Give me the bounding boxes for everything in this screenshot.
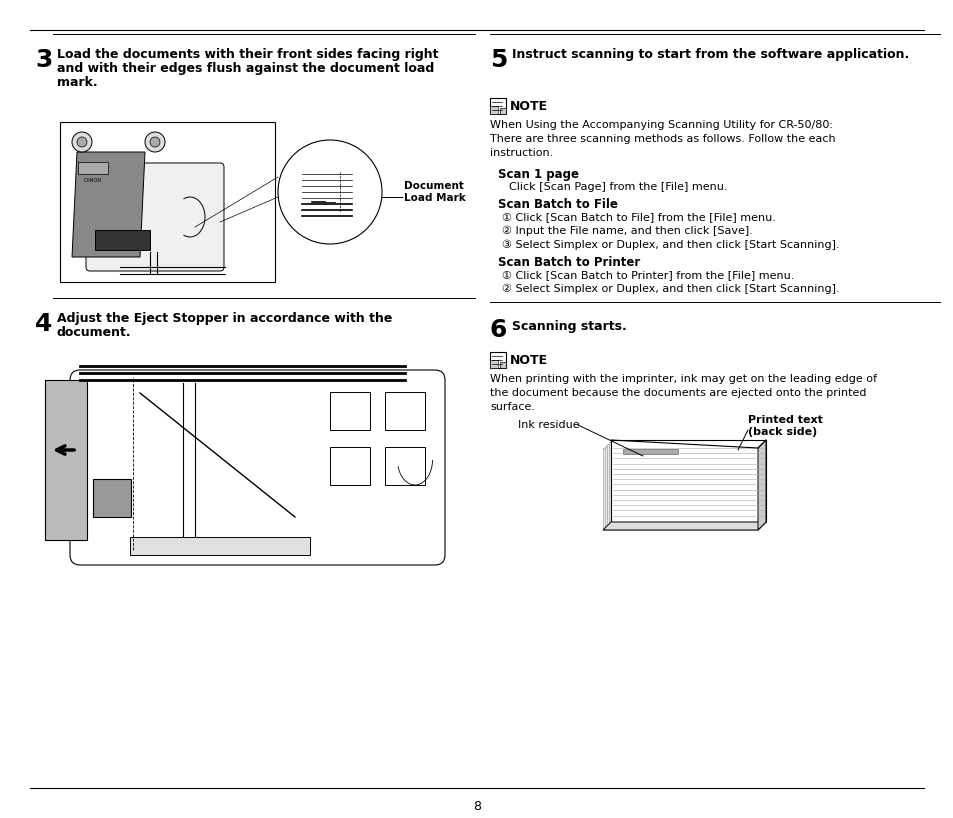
Text: the document because the documents are ejected onto the printed: the document because the documents are e… — [490, 388, 865, 398]
Text: CANON: CANON — [84, 178, 102, 182]
Text: Ink residue: Ink residue — [517, 420, 579, 430]
Text: Scan 1 page: Scan 1 page — [497, 168, 578, 181]
Bar — [608, 442, 763, 524]
Text: 6: 6 — [490, 318, 507, 342]
Polygon shape — [499, 108, 505, 114]
Circle shape — [150, 137, 160, 147]
Text: Instruct scanning to start from the software application.: Instruct scanning to start from the soft… — [512, 48, 908, 61]
Bar — [602, 448, 758, 530]
Text: ③ Select Simplex or Duplex, and then click [Start Scanning].: ③ Select Simplex or Duplex, and then cli… — [501, 240, 839, 250]
Text: 8: 8 — [473, 800, 480, 813]
Circle shape — [145, 132, 165, 152]
Circle shape — [277, 140, 381, 244]
Text: There are three scanning methods as follows. Follow the each: There are three scanning methods as foll… — [490, 134, 835, 144]
Text: instruction.: instruction. — [490, 148, 553, 158]
Text: mark.: mark. — [57, 76, 97, 89]
Polygon shape — [71, 152, 145, 257]
Bar — [92, 479, 131, 517]
Text: 3: 3 — [35, 48, 52, 72]
Text: NOTE: NOTE — [510, 100, 548, 113]
Bar — [606, 444, 761, 526]
Bar — [490, 352, 505, 368]
Text: ② Select Simplex or Duplex, and then click [Start Scanning].: ② Select Simplex or Duplex, and then cli… — [501, 284, 839, 294]
Text: When Using the Accompanying Scanning Utility for CR-50/80:: When Using the Accompanying Scanning Uti… — [490, 120, 832, 130]
Text: Printed text
(back side): Printed text (back side) — [747, 415, 822, 437]
Polygon shape — [95, 230, 150, 250]
Bar — [610, 440, 765, 522]
Polygon shape — [758, 440, 765, 530]
Polygon shape — [602, 522, 765, 530]
Text: Scanning starts.: Scanning starts. — [512, 320, 626, 333]
Bar — [490, 106, 497, 114]
Text: 4: 4 — [35, 312, 52, 336]
Bar — [490, 360, 497, 368]
FancyBboxPatch shape — [70, 370, 444, 565]
Bar — [60, 122, 274, 282]
Text: Load the documents with their front sides facing right: Load the documents with their front side… — [57, 48, 438, 61]
Text: Adjust the Eject Stopper in accordance with the: Adjust the Eject Stopper in accordance w… — [57, 312, 392, 325]
Text: Scan Batch to File: Scan Batch to File — [497, 198, 618, 211]
Text: document.: document. — [57, 326, 132, 339]
Text: ① Click [Scan Batch to File] from the [File] menu.: ① Click [Scan Batch to File] from the [F… — [501, 212, 775, 222]
Text: ② Input the File name, and then click [Save].: ② Input the File name, and then click [S… — [501, 226, 752, 236]
Text: surface.: surface. — [490, 402, 535, 412]
Circle shape — [71, 132, 91, 152]
Bar — [385, 392, 424, 430]
Text: and with their edges flush against the document load: and with their edges flush against the d… — [57, 62, 434, 75]
Circle shape — [77, 137, 87, 147]
FancyBboxPatch shape — [86, 163, 224, 271]
Bar — [604, 446, 760, 528]
Bar — [78, 162, 108, 174]
Polygon shape — [499, 362, 505, 368]
Bar — [330, 447, 370, 485]
Text: 5: 5 — [490, 48, 507, 72]
Bar — [385, 447, 424, 485]
Bar — [622, 449, 678, 454]
Text: Document
Load Mark: Document Load Mark — [403, 182, 465, 203]
Text: Scan Batch to Printer: Scan Batch to Printer — [497, 256, 639, 269]
Text: Click [Scan Page] from the [File] menu.: Click [Scan Page] from the [File] menu. — [501, 182, 727, 192]
Bar — [490, 98, 505, 114]
Bar — [45, 380, 87, 540]
Bar — [130, 537, 310, 555]
Bar — [330, 392, 370, 430]
Text: When printing with the imprinter, ink may get on the leading edge of: When printing with the imprinter, ink ma… — [490, 374, 876, 384]
Text: NOTE: NOTE — [510, 354, 548, 367]
Text: ① Click [Scan Batch to Printer] from the [File] menu.: ① Click [Scan Batch to Printer] from the… — [501, 270, 794, 280]
